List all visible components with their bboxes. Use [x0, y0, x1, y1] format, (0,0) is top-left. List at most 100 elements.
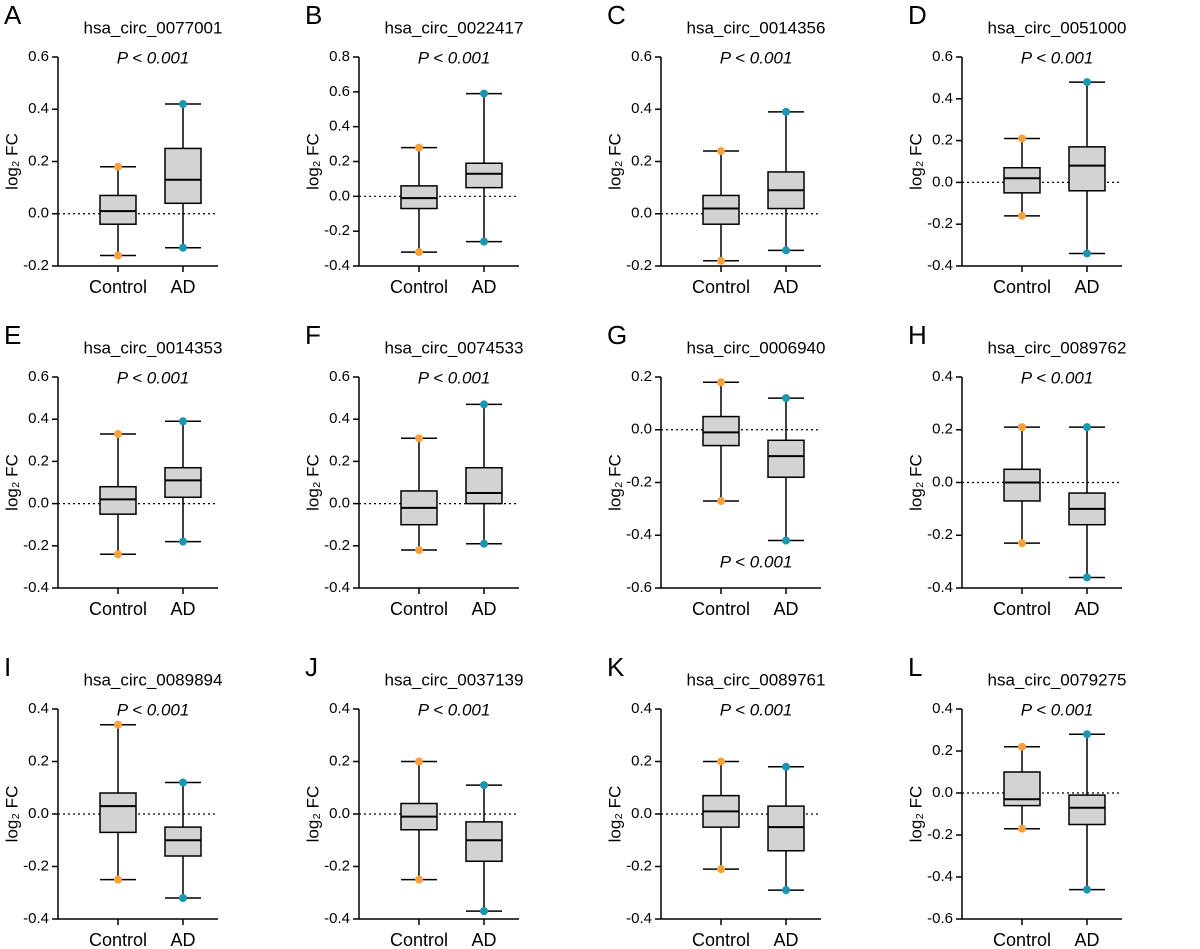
point	[782, 886, 790, 895]
x-tick-label: AD	[471, 930, 496, 949]
point	[114, 550, 122, 559]
point	[114, 875, 122, 884]
panel-title: hsa_circ_0022417	[385, 18, 524, 37]
y-tick-label: 0.0	[329, 805, 350, 822]
point	[1018, 539, 1026, 548]
y-axis-label: log₂ FC	[605, 786, 624, 843]
point	[717, 757, 725, 766]
panel-title: hsa_circ_0089762	[988, 338, 1127, 357]
panel-title: hsa_circ_0037139	[385, 670, 524, 689]
y-tick-label: 0.0	[329, 495, 350, 512]
panel-letter: F	[305, 320, 321, 350]
y-tick-label: -0.4	[324, 257, 350, 274]
y-tick-label: 0.0	[932, 473, 953, 490]
box	[1003, 771, 1041, 807]
y-tick-label: 0.6	[28, 368, 49, 385]
point	[717, 378, 725, 387]
panel-title: hsa_circ_0014353	[84, 338, 223, 357]
point	[415, 248, 423, 257]
y-tick-label: -0.2	[23, 537, 49, 554]
point	[114, 429, 122, 438]
p-value: P < 0.001	[720, 552, 793, 571]
panel-title: hsa_circ_0089761	[687, 670, 826, 689]
box	[1003, 468, 1041, 502]
panel-letter: J	[305, 652, 318, 682]
panel-letter: H	[908, 320, 927, 350]
y-tick-label: 0.2	[932, 742, 953, 759]
y-tick-label: 0.8	[329, 48, 350, 65]
point	[179, 100, 187, 109]
y-tick-label: 0.0	[631, 805, 652, 822]
y-tick-label: -0.2	[927, 826, 953, 843]
panel-letter: B	[305, 0, 322, 30]
y-tick-label: 0.0	[932, 784, 953, 801]
p-value: P < 0.001	[117, 700, 190, 719]
box	[702, 194, 740, 225]
x-tick-label: Control	[993, 599, 1051, 619]
point	[480, 400, 488, 409]
point	[782, 762, 790, 771]
x-tick-label: Control	[993, 277, 1051, 297]
x-tick-label: AD	[773, 599, 798, 619]
point	[1083, 249, 1091, 258]
panel-title: hsa_circ_0077001	[84, 18, 223, 37]
point	[1018, 211, 1026, 220]
point	[179, 894, 187, 902]
y-axis-label: log₂ FC	[605, 454, 624, 511]
panel-title: hsa_circ_0089894	[84, 670, 223, 689]
x-tick-label: Control	[692, 599, 750, 619]
box	[465, 466, 503, 505]
y-axis-label: log₂ FC	[2, 786, 21, 843]
p-value: P < 0.001	[418, 700, 491, 719]
point	[1083, 730, 1091, 739]
point	[1018, 134, 1026, 143]
y-tick-label: -0.4	[927, 257, 953, 274]
point	[1018, 423, 1026, 432]
x-tick-label: AD	[773, 930, 798, 949]
x-tick-label: AD	[471, 599, 496, 619]
box	[465, 821, 503, 862]
point	[415, 434, 423, 443]
point	[415, 546, 423, 555]
point	[179, 243, 187, 252]
y-tick-label: -0.2	[23, 857, 49, 874]
y-tick-label: 0.0	[28, 805, 49, 822]
x-tick-label: AD	[170, 277, 195, 297]
y-tick-label: 0.6	[932, 48, 953, 65]
x-tick-label: AD	[170, 930, 195, 949]
panel-title: hsa_circ_0051000	[988, 18, 1127, 37]
point	[782, 536, 790, 545]
y-tick-label: 0.0	[28, 205, 49, 222]
box	[1003, 167, 1041, 194]
y-tick-label: 0.2	[28, 752, 49, 769]
box	[465, 162, 503, 189]
y-tick-label: -0.4	[626, 910, 652, 927]
y-tick-label: -0.2	[626, 473, 652, 490]
y-tick-label: 0.0	[28, 495, 49, 512]
y-tick-label: 0.2	[329, 452, 350, 469]
y-tick-label: -0.2	[23, 257, 49, 274]
y-tick-label: 0.4	[329, 700, 350, 717]
y-tick-label: -0.4	[324, 579, 350, 596]
x-tick-label: AD	[471, 277, 496, 297]
point	[1083, 78, 1091, 87]
y-tick-label: -0.2	[324, 537, 350, 554]
y-tick-label: -0.2	[324, 857, 350, 874]
point	[480, 781, 488, 790]
point	[717, 496, 725, 505]
x-tick-label: Control	[89, 277, 147, 297]
box	[164, 826, 202, 857]
box	[1068, 794, 1106, 826]
point	[1083, 573, 1091, 582]
point	[717, 256, 725, 265]
y-tick-label: 0.4	[329, 118, 350, 135]
y-tick-label: -0.4	[23, 579, 49, 596]
point	[415, 875, 423, 884]
y-tick-label: 0.4	[28, 100, 49, 117]
y-tick-label: -0.6	[927, 910, 953, 927]
y-tick-label: -0.4	[324, 910, 350, 927]
y-axis-label: log₂ FC	[2, 133, 21, 190]
y-axis-label: log₂ FC	[906, 133, 925, 190]
x-tick-label: Control	[390, 930, 448, 949]
p-value: P < 0.001	[418, 368, 491, 387]
